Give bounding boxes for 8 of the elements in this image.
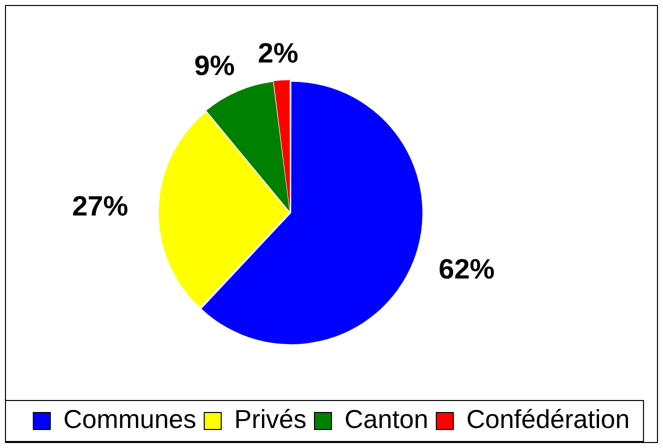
data-label: 9% <box>194 50 235 82</box>
data-label: 2% <box>258 38 298 69</box>
legend-label: Privés <box>234 404 307 434</box>
legend-label: Canton <box>344 404 428 434</box>
legend-label: Communes <box>63 404 196 434</box>
data-label: 62% <box>438 253 495 284</box>
data-label: 27% <box>72 190 128 222</box>
legend-label: Confédération <box>466 404 630 434</box>
